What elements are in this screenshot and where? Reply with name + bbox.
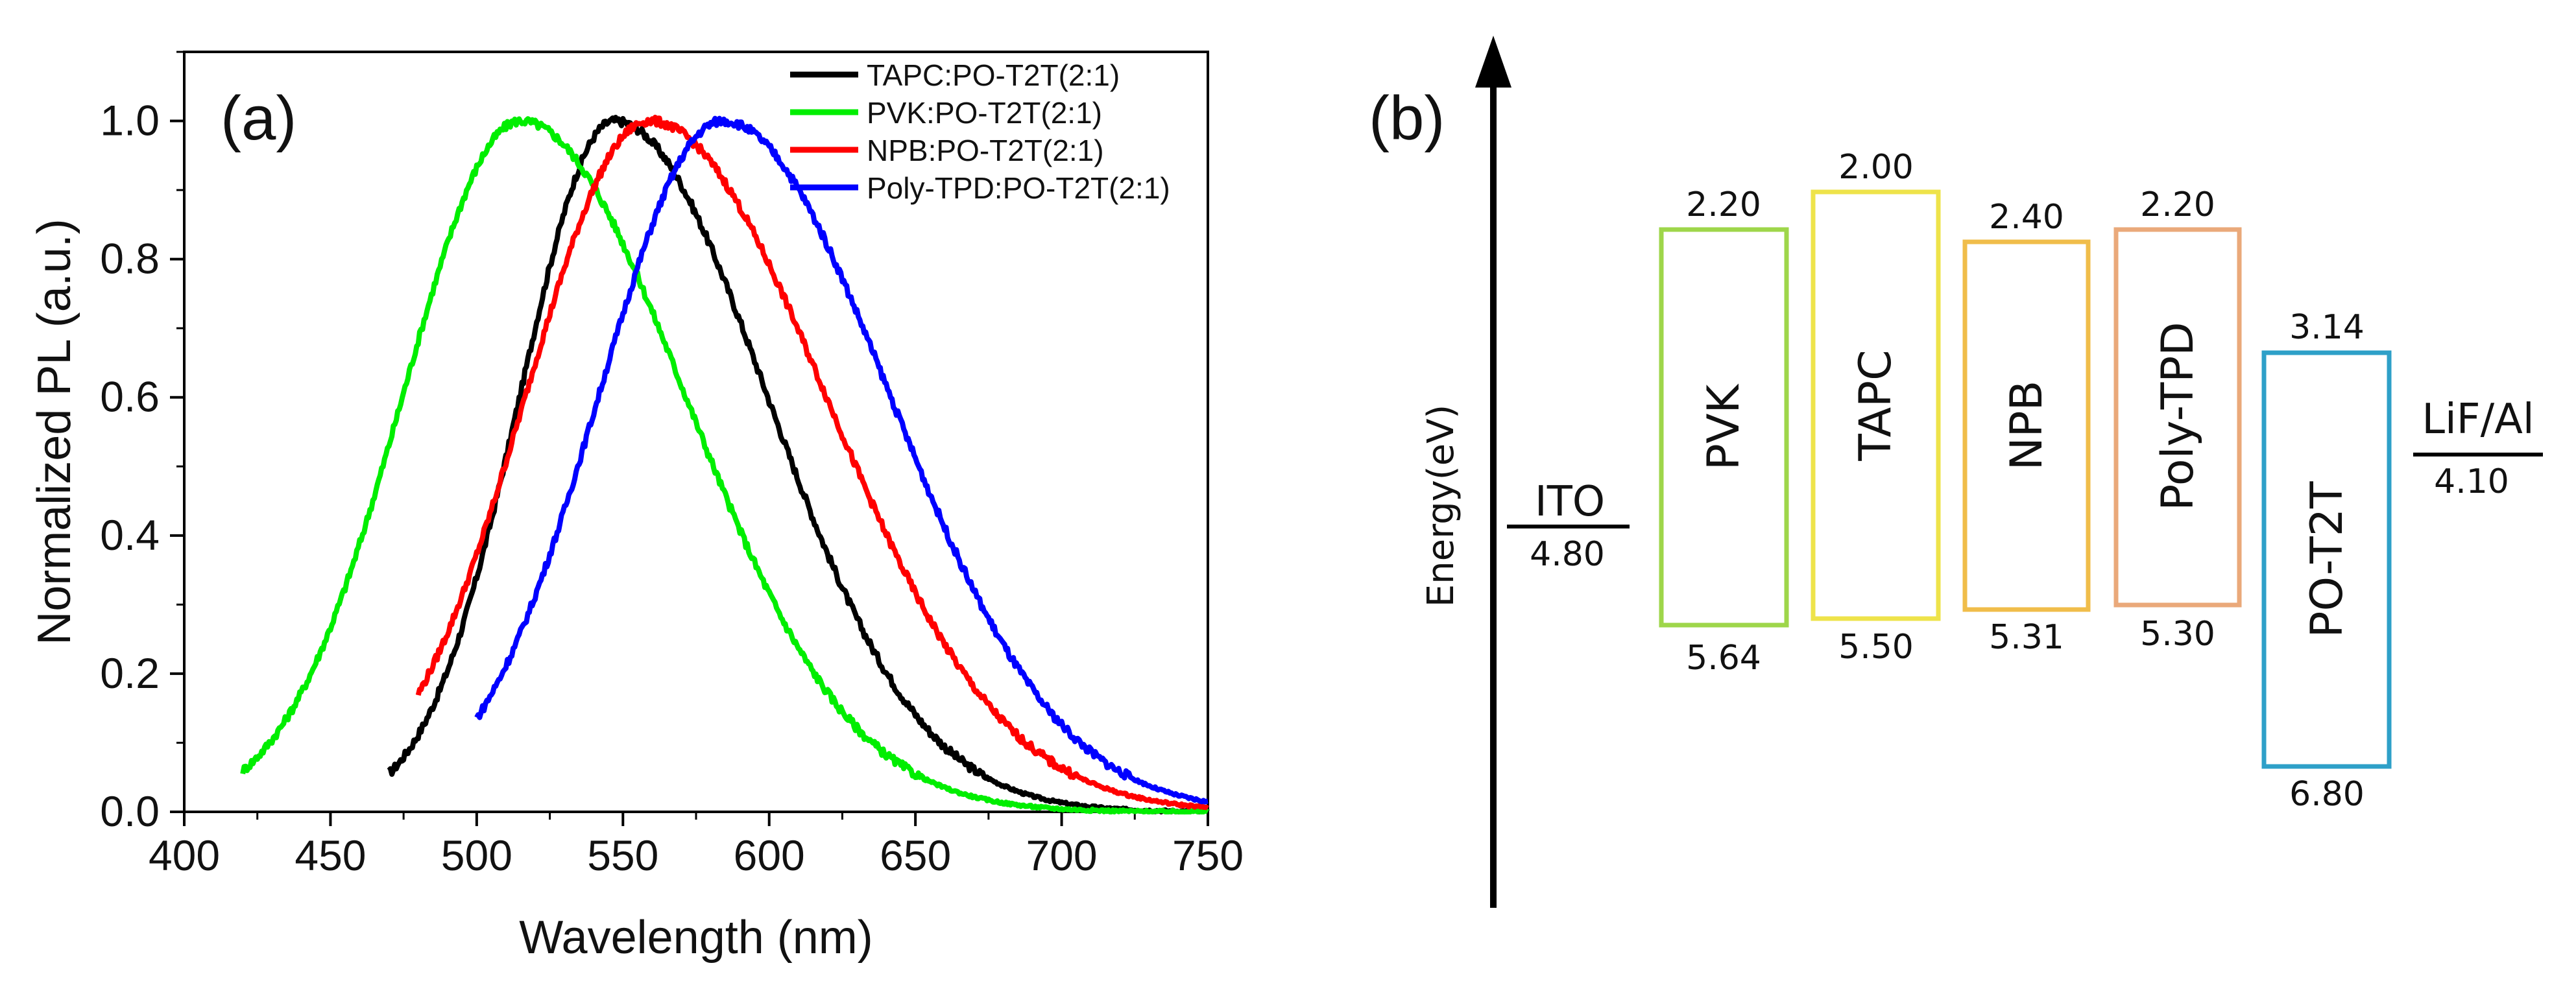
layer-poly-tpd: 2.20 5.30 Poly-TPD bbox=[2113, 185, 2242, 654]
po-t2t-box bbox=[2261, 350, 2392, 769]
ito-value: 4.80 bbox=[1530, 535, 1605, 574]
tapc-name: TAPC bbox=[1850, 350, 1901, 461]
x-tick-label-750: 750 bbox=[1172, 831, 1244, 879]
pvk-lumo: 2.20 bbox=[1686, 185, 1761, 224]
npb-homo: 5.31 bbox=[1989, 618, 2064, 657]
energy-axis-arrowhead bbox=[1475, 36, 1511, 88]
y-tick-label-0.6: 0.6 bbox=[100, 373, 160, 421]
pvk-name: PVK bbox=[1698, 383, 1750, 471]
po-t2t-lumo: 3.14 bbox=[2289, 308, 2365, 347]
energy-level-diagram: (b) Energy(eV) ITO 4.80 LiF/Al 4.10 2.20… bbox=[1369, 36, 2543, 908]
poly-tpd-name: Poly-TPD bbox=[2152, 322, 2204, 510]
panel-label-a: (a) bbox=[221, 84, 296, 153]
y-tick-label-1.0: 1.0 bbox=[100, 97, 160, 145]
x-axis-label: Wavelength (nm) bbox=[519, 912, 873, 964]
x-tick-label-450: 450 bbox=[295, 831, 366, 879]
poly-tpd-lumo: 2.20 bbox=[2140, 185, 2215, 224]
y-tick-label-0.0: 0.0 bbox=[100, 787, 160, 835]
tapc-homo: 5.50 bbox=[1838, 628, 1914, 667]
pvk-box bbox=[1659, 227, 1789, 628]
pl-spectra-chart: 400 450 500 550 600 650 700 750 0.0 0.2 0.4 0.6 0.8 1… bbox=[29, 51, 1244, 964]
series-line-4 bbox=[474, 115, 1209, 805]
tick-labels: 400 450 500 550 600 650 700 750 0.0 0.2 0.4 0.6 0.8 1… bbox=[100, 97, 1244, 879]
poly-tpd-box bbox=[2113, 227, 2242, 608]
po-t2t-name: PO-T2T bbox=[2302, 481, 2353, 638]
legend-entry-4: Poly-TPD:PO-T2T(2:1) bbox=[867, 171, 1170, 205]
x-tick-label-400: 400 bbox=[149, 831, 220, 879]
pvk-homo: 5.64 bbox=[1686, 639, 1761, 678]
panel-label-b: (b) bbox=[1369, 84, 1445, 153]
x-tick-label-650: 650 bbox=[880, 831, 951, 879]
legend-entry-2: PVK:PO-T2T(2:1) bbox=[867, 96, 1102, 130]
layer-po-t2t: 3.14 6.80 PO-T2T bbox=[2261, 308, 2392, 814]
layer-tapc: 2.00 5.50 TAPC bbox=[1811, 148, 1941, 667]
x-tick-label-550: 550 bbox=[587, 831, 658, 879]
npb-lumo: 2.40 bbox=[1989, 198, 2064, 237]
ito-name: ITO bbox=[1535, 478, 1605, 526]
series-line-2 bbox=[240, 116, 1209, 814]
lifal-name: LiF/Al bbox=[2422, 396, 2534, 444]
x-tick-label-500: 500 bbox=[441, 831, 512, 879]
tapc-box bbox=[1811, 189, 1941, 621]
y-tick-label-0.4: 0.4 bbox=[100, 511, 160, 559]
npb-name: NPB bbox=[2001, 381, 2052, 471]
lifal-value: 4.10 bbox=[2434, 462, 2509, 501]
po-t2t-homo: 6.80 bbox=[2289, 775, 2365, 814]
x-tick-label-600: 600 bbox=[734, 831, 805, 879]
poly-tpd-homo: 5.30 bbox=[2140, 615, 2215, 654]
legend-entry-1: TAPC:PO-T2T(2:1) bbox=[867, 58, 1120, 92]
energy-axis-label: Energy(eV) bbox=[1420, 405, 1462, 608]
layer-npb: 2.40 5.31 NPB bbox=[1962, 198, 2091, 657]
legend-entry-3: NPB:PO-T2T(2:1) bbox=[867, 134, 1104, 167]
series-curves bbox=[240, 114, 1210, 814]
y-tick-label-0.2: 0.2 bbox=[100, 649, 160, 697]
legend: TAPC:PO-T2T(2:1) PVK:PO-T2T(2:1) NPB:PO-T2… bbox=[790, 58, 1170, 205]
layer-pvk: 2.20 5.64 PVK bbox=[1659, 185, 1789, 678]
tapc-lumo: 2.00 bbox=[1838, 148, 1914, 187]
y-tick-label-0.8: 0.8 bbox=[100, 235, 160, 283]
npb-box bbox=[1962, 239, 2091, 612]
series-line-3 bbox=[415, 114, 1209, 811]
y-axis-label: Normalized PL (a.u.) bbox=[29, 219, 80, 645]
x-tick-label-700: 700 bbox=[1026, 831, 1098, 879]
series-line-1 bbox=[387, 115, 1210, 814]
axis-ticks bbox=[170, 51, 1209, 826]
